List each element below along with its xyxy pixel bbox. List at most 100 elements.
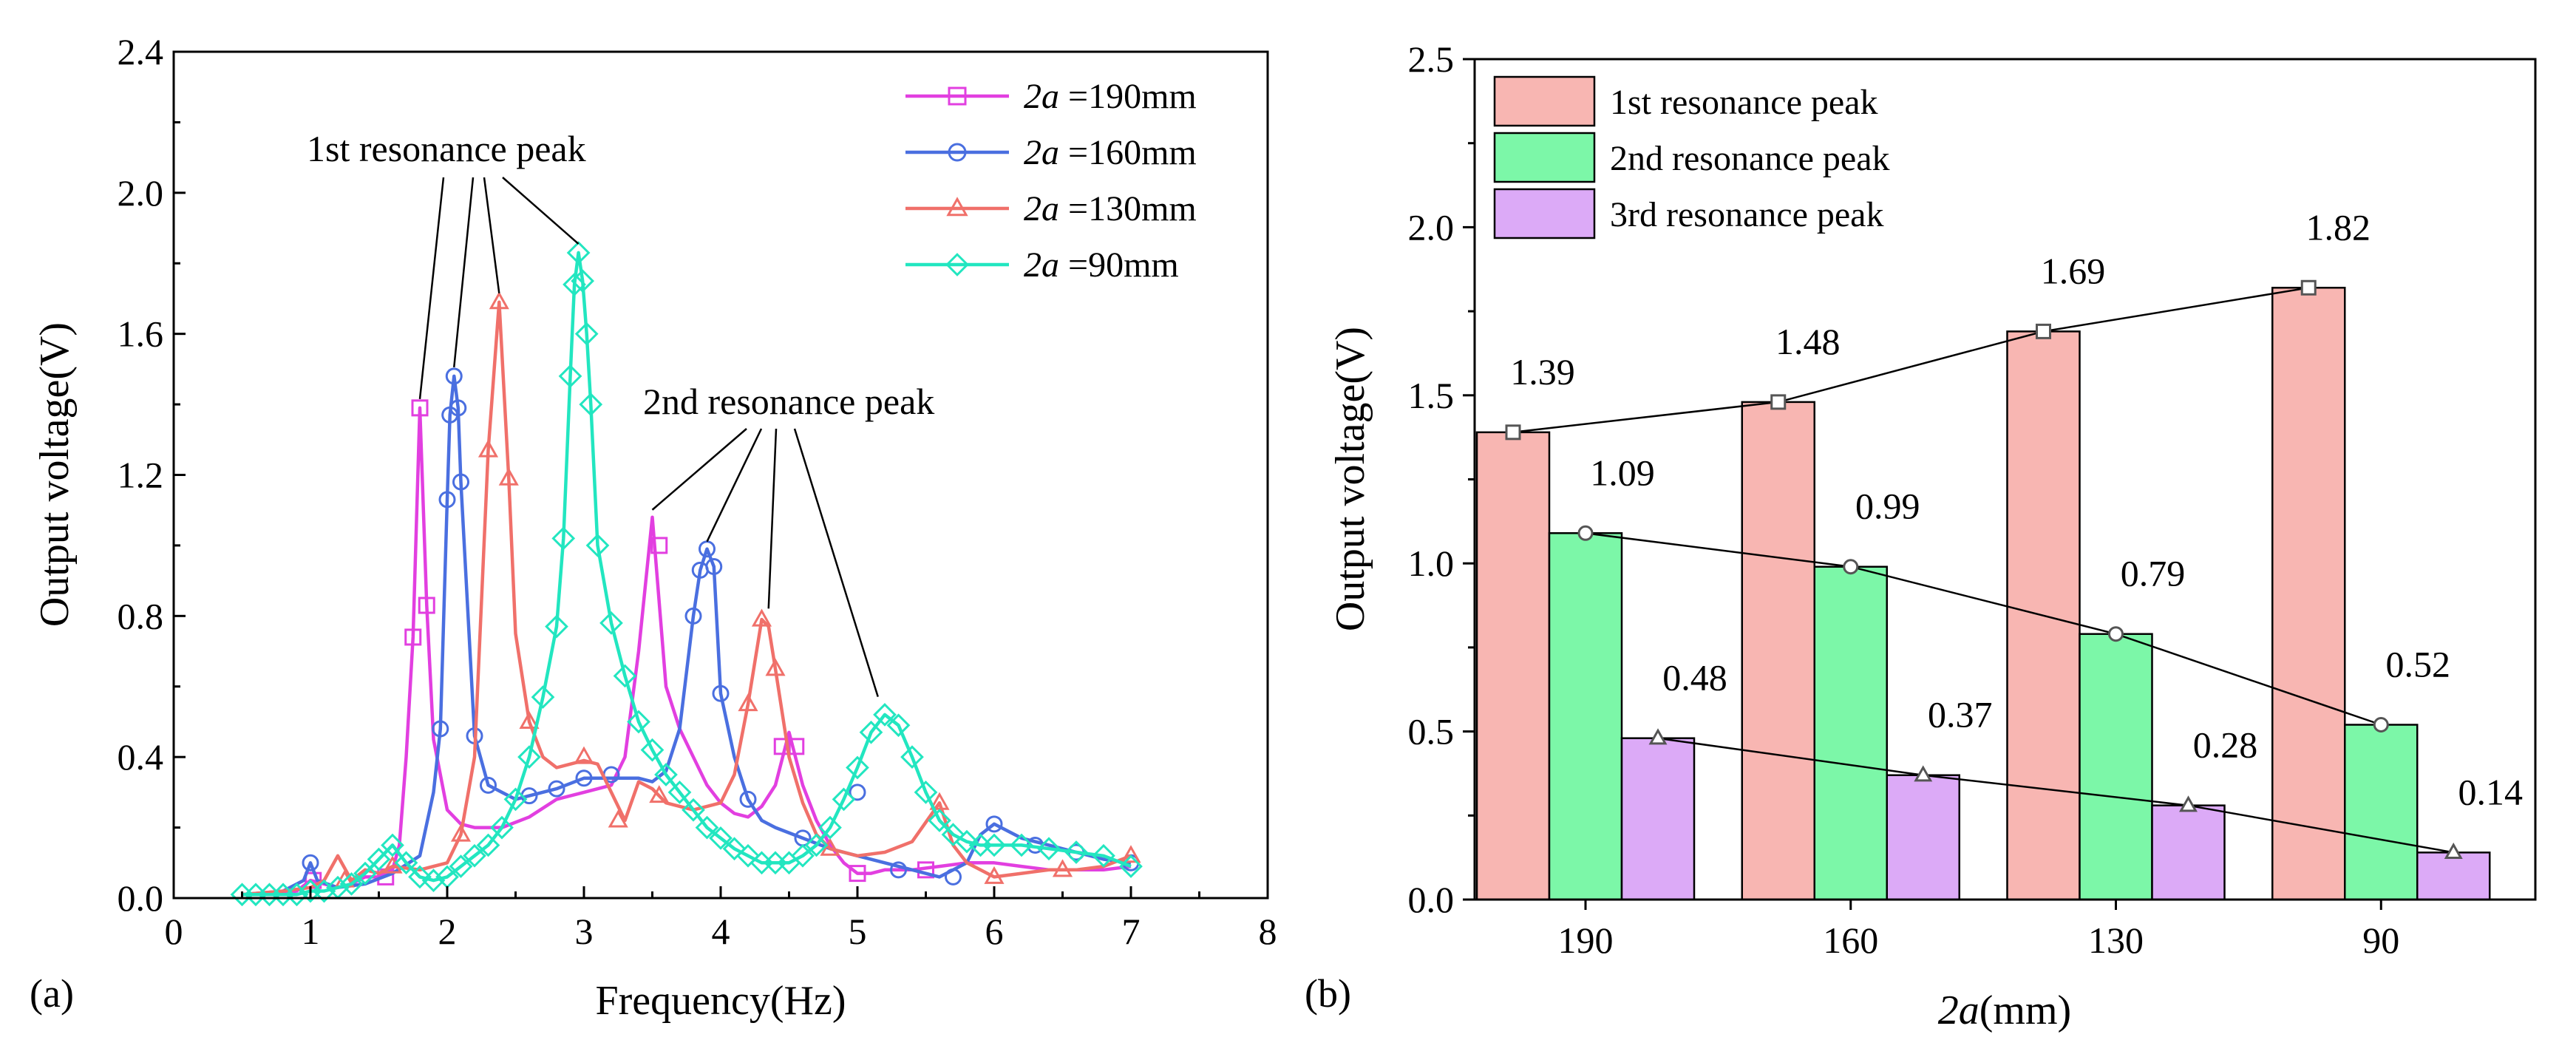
data-label: 1.09 (1590, 452, 1655, 493)
trend-marker (1843, 559, 1859, 575)
series-marker (765, 658, 786, 676)
panel-b-y-axis-label: Output voltage(V) (1328, 327, 1373, 631)
series-marker (739, 790, 757, 808)
annotation-leader-line (483, 177, 500, 293)
legend-label-1st-resonance-peak: 1st resonance peak (1610, 83, 1878, 122)
series-marker (695, 815, 719, 840)
series-marker (566, 241, 591, 265)
legend-swatch-3rd-resonance-peak (1493, 188, 1596, 239)
series-marker (955, 829, 979, 854)
y-tick-label: 2.0 (1408, 206, 1455, 248)
bar-190-series-1 (1475, 431, 1551, 901)
series-marker (480, 776, 497, 794)
y-tick-label: 2.5 (1408, 38, 1455, 80)
series-marker (381, 833, 404, 857)
annotation-2nd-resonance-peak: 2nd resonance peak (643, 381, 934, 422)
legend-item-190mm: 2a =190mm (1024, 77, 1197, 116)
y-tick-label: 0.8 (118, 595, 164, 636)
trend-marker (1577, 525, 1594, 541)
series-marker (849, 784, 866, 801)
series-marker (1010, 833, 1033, 857)
data-label: 0.14 (2458, 771, 2524, 812)
trend-marker (2373, 717, 2389, 733)
panel-b-bars-group: 1.39 1.09 0.48 1.48 0.99 0.37 1.69 0.79 0.28 1.82… (1475, 206, 2524, 901)
series-marker (684, 607, 702, 625)
panel-a-legend: 2a =190mm 2a =160mm 2a =130mm 2a =90mm (905, 77, 1197, 285)
series-marker (551, 526, 576, 551)
x-tick-label: 130 (2088, 920, 2144, 961)
series-marker (519, 710, 540, 729)
panel-a-y-axis-label: Output voltage(V) (32, 322, 78, 627)
panel-a-line-chart: 0 1 2 3 4 5 6 7 8 0.0 0.4 0.8 1.2 1.6 2.0 2.4 Frequenc… (30, 31, 1277, 1024)
series-marker (498, 467, 519, 486)
series-marker (846, 755, 869, 780)
trend-marker (1505, 424, 1521, 441)
x-tick-label: 2 (438, 911, 457, 952)
panel-a-label: (a) (30, 971, 74, 1016)
series-marker (382, 855, 403, 874)
series-marker (627, 710, 650, 734)
y-tick-label: 1.0 (1408, 543, 1455, 584)
data-label: 1.48 (1775, 321, 1841, 362)
panel-b-label: (b) (1305, 971, 1351, 1016)
series-marker (571, 269, 595, 293)
trend-marker (1648, 728, 1668, 745)
series-marker (886, 713, 911, 738)
series-marker (339, 872, 364, 896)
annotation-leader-line (767, 428, 778, 609)
series-marker (984, 866, 1005, 884)
trend-marker (2300, 279, 2317, 296)
y-tick-label: 1.5 (1408, 375, 1455, 416)
legend-item-130mm: 2a =130mm (1024, 189, 1197, 228)
panel-b-y-ticks: 0.0 0.5 1.0 1.5 2.0 2.5 (1408, 38, 1475, 920)
series-marker (450, 823, 472, 842)
series-marker (367, 847, 391, 871)
trend-marker (2179, 795, 2198, 812)
annotation-1st-resonance-peak: 1st resonance peak (307, 128, 586, 169)
data-label: 1.69 (2041, 250, 2106, 291)
x-tick-label: 3 (575, 911, 594, 952)
annotation-leader-line (418, 177, 445, 399)
y-tick-label: 2.4 (118, 31, 164, 72)
x-tick-label: 190 (1558, 920, 1614, 961)
series-marker (517, 745, 541, 769)
data-label: 0.99 (1855, 486, 1920, 527)
legend-item-90mm: 2a =90mm (1024, 245, 1179, 285)
series-marker (1119, 854, 1143, 878)
series-marker (709, 826, 733, 850)
series-marker (1052, 859, 1073, 877)
trend-line-series-1 (1512, 287, 2309, 434)
series-marker (873, 703, 897, 727)
bar-160-series-2 (1813, 565, 1888, 901)
legend-swatch-1st-resonance-peak (1493, 75, 1596, 127)
series-marker (585, 534, 610, 557)
data-label: 1.82 (2306, 206, 2371, 248)
series-marker (478, 439, 499, 458)
legend-item-160mm: 2a =160mm (1024, 133, 1197, 172)
series-marker (449, 399, 467, 417)
series-marker (404, 628, 422, 646)
panel-a-y-ticks: 0.0 0.4 0.8 1.2 1.6 2.0 2.4 (118, 31, 186, 919)
series-marker (421, 869, 446, 893)
series-marker (449, 854, 473, 878)
series-90mm (230, 241, 1143, 907)
panel-b-bar-chart: 1.39 1.09 0.48 1.48 0.99 0.37 1.69 0.79 0.28 1.82… (1305, 38, 2537, 1033)
series-190mm (242, 399, 1132, 897)
series-marker (545, 614, 568, 639)
series-marker (463, 843, 486, 868)
legend-marker (948, 143, 967, 162)
series-marker (914, 781, 938, 804)
trend-line-series-3 (1657, 737, 2454, 854)
series-marker (804, 833, 829, 857)
bar-130-series-2 (2079, 633, 2153, 901)
series-marker (890, 861, 907, 879)
series-marker (667, 781, 692, 804)
x-tick-label: 1 (302, 911, 320, 952)
series-marker (558, 364, 582, 388)
series-marker (353, 861, 377, 886)
panel-b-x-axis-label: 2a(mm) (1938, 988, 2071, 1033)
x-tick-label: 90 (2362, 920, 2399, 961)
series-marker (579, 392, 603, 416)
series-marker (1064, 840, 1088, 864)
